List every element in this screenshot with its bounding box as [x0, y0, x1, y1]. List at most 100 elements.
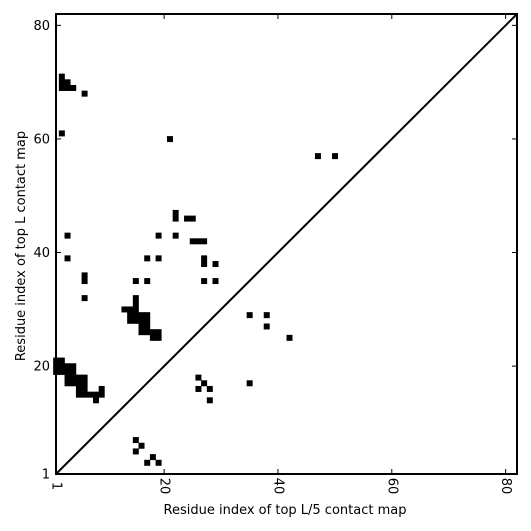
contact-cell-top-l	[189, 238, 196, 245]
contact-cell-top-l	[144, 329, 151, 336]
contact-cell-top-l	[155, 334, 162, 341]
contact-cell-top-l	[184, 215, 191, 222]
contact-cell-top-l	[127, 306, 134, 313]
contact-cell-top-l	[64, 363, 71, 370]
contact-cell-top-l	[138, 329, 145, 336]
contact-cell-top-l	[98, 391, 105, 398]
contact-cell-top-l	[64, 232, 71, 239]
contact-cell-top-l	[201, 278, 208, 285]
contact-cell-top-l	[53, 368, 60, 375]
contact-cell-top-l	[64, 368, 71, 375]
contact-cell-top-l	[155, 329, 162, 336]
contact-cell-top-l	[144, 317, 151, 324]
contact-cell-top-l	[121, 306, 128, 313]
contact-cell-top-l	[166, 136, 173, 143]
contact-cell-top-l5	[132, 437, 139, 444]
contact-cell-top-l	[58, 130, 65, 137]
contact-cell-top-l5	[206, 385, 213, 392]
contact-cell-top-l5	[286, 334, 293, 341]
contact-cell-top-l5	[263, 323, 270, 330]
contact-cell-top-l	[58, 363, 65, 370]
contact-cell-top-l	[201, 261, 208, 268]
y-tick-label: 20	[33, 360, 50, 375]
contact-cell-top-l	[144, 312, 151, 319]
contact-cell-top-l	[155, 255, 162, 262]
contact-cell-top-l	[212, 278, 219, 285]
y-tick-label: 60	[33, 132, 50, 147]
contact-cell-top-l	[149, 329, 156, 336]
x-tick-label: 20	[157, 478, 172, 495]
contact-cell-top-l5	[246, 312, 253, 319]
contact-cell-top-l	[70, 368, 77, 375]
axis-ticks: 1 20 40 60 80 1 20 40 60 80	[33, 14, 517, 494]
contact-cell-top-l	[64, 380, 71, 387]
contact-cell-top-l	[132, 317, 139, 324]
contact-cell-top-l	[87, 391, 94, 398]
contact-cell-top-l5	[195, 374, 202, 381]
contact-cell-top-l	[64, 79, 71, 86]
contact-cell-top-l	[81, 272, 88, 279]
contact-cell-top-l	[75, 391, 82, 398]
contact-cell-top-l	[92, 397, 99, 404]
contact-cell-top-l	[172, 215, 179, 222]
contact-cell-top-l	[81, 90, 88, 97]
contact-cell-top-l	[70, 380, 77, 387]
y-tick-label: 80	[33, 19, 50, 34]
contact-cell-top-l	[138, 317, 145, 324]
contact-cell-top-l	[98, 385, 105, 392]
contact-cell-top-l5	[138, 442, 145, 449]
contact-cell-top-l5	[206, 397, 213, 404]
diagonal-line	[55, 13, 518, 475]
contact-cell-top-l	[172, 209, 179, 216]
contact-cell-top-l	[64, 255, 71, 262]
contact-cell-top-l	[212, 261, 219, 268]
contact-cell-top-l5	[149, 454, 156, 461]
contact-cell-top-l	[70, 374, 77, 381]
contact-cell-top-l5	[132, 448, 139, 455]
contact-cell-top-l	[81, 380, 88, 387]
contact-cells	[53, 73, 339, 466]
contact-cell-top-l	[201, 238, 208, 245]
contact-cell-top-l5	[263, 312, 270, 319]
x-axis-label: Residue index of top L/5 contact map	[164, 503, 407, 518]
contact-cell-top-l5	[155, 459, 162, 466]
contact-cell-top-l	[189, 215, 196, 222]
contact-cell-top-l	[81, 374, 88, 381]
contact-cell-top-l5	[314, 153, 321, 160]
y-tick-label: 1	[42, 468, 50, 483]
contact-cell-top-l	[132, 312, 139, 319]
contact-cell-top-l	[144, 278, 151, 285]
x-tick-label: 60	[384, 478, 399, 495]
contact-cell-top-l	[70, 363, 77, 370]
contact-cell-top-l	[138, 323, 145, 330]
contact-cell-top-l	[64, 374, 71, 381]
contact-cell-top-l	[81, 278, 88, 285]
contact-cell-top-l	[75, 380, 82, 387]
contact-cell-top-l	[127, 317, 134, 324]
contact-cell-top-l5	[246, 380, 253, 387]
contact-cell-top-l	[58, 368, 65, 375]
y-tick-label: 40	[33, 246, 50, 261]
contact-cell-top-l	[75, 385, 82, 392]
x-tick-label: 40	[270, 478, 285, 495]
contact-cell-top-l5	[144, 459, 151, 466]
x-tick-label: 1	[49, 482, 64, 490]
contact-cell-top-l	[53, 357, 60, 364]
contact-cell-top-l	[70, 84, 77, 91]
y-axis-label: Residue index of top L contact map	[14, 131, 29, 361]
contact-cell-top-l	[64, 84, 71, 91]
contact-cell-top-l	[75, 374, 82, 381]
contact-cell-top-l	[58, 357, 65, 364]
plot-frame	[55, 13, 518, 475]
contact-cell-top-l	[155, 232, 162, 239]
contact-cell-top-l	[149, 334, 156, 341]
contact-cell-top-l	[138, 312, 145, 319]
contact-cell-top-l	[58, 79, 65, 86]
contact-cell-top-l	[127, 312, 134, 319]
contact-cell-top-l	[144, 255, 151, 262]
x-tick-label: 80	[498, 478, 513, 495]
contact-cell-top-l	[201, 255, 208, 262]
contact-cell-top-l	[132, 295, 139, 302]
contact-cell-top-l	[58, 73, 65, 80]
